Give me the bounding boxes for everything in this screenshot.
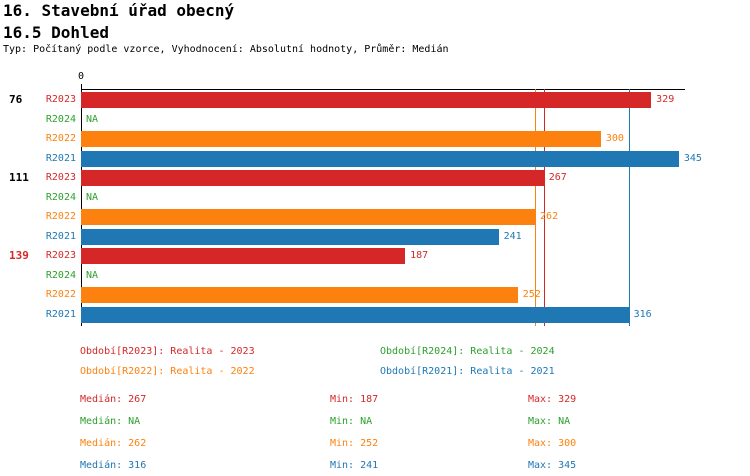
- series-label-r2022: R2022: [45, 289, 76, 300]
- stat-min-r2024: Min: NA: [330, 416, 373, 427]
- series-label-r2024: R2024: [45, 269, 76, 281]
- value-label-r2024-139: NA: [86, 269, 99, 281]
- x-axis-zero-tick-label: 0: [77, 71, 85, 82]
- value-label-r2023-76: 329: [656, 94, 675, 105]
- series-label-r2023: R2023: [45, 172, 76, 183]
- value-label-r2021-139: 316: [633, 308, 652, 320]
- bar-r2023-111: [81, 170, 544, 186]
- bar-r2022-76: [81, 131, 601, 147]
- stat-max-r2024: Max: NA: [528, 416, 571, 427]
- group-label-139: 139: [9, 249, 29, 262]
- median-line-red: [543, 89, 545, 326]
- value-label-r2024-111: NA: [86, 191, 99, 203]
- bar-r2021-139: [81, 306, 629, 323]
- stat-max-r2023: Max: 329: [528, 394, 577, 405]
- stat-median-r2024: Medián: NA: [80, 416, 141, 427]
- series-label-r2022: R2022: [45, 133, 76, 144]
- median-line-orange: [535, 89, 537, 326]
- value-label-r2022-139: 252: [522, 289, 541, 300]
- legend-item-r2024: Období[R2024]: Realita - 2024: [380, 346, 555, 357]
- stat-median-r2022: Medián: 262: [80, 438, 147, 449]
- stat-median-r2023: Medián: 267: [80, 394, 147, 405]
- series-label-r2021: R2021: [45, 152, 76, 164]
- bar-r2023-139: [81, 248, 406, 264]
- value-label-r2023-139: 187: [410, 250, 429, 261]
- chart-meta-line: Typ: Počítaný podle vzorce, Vyhodnocení:…: [3, 44, 449, 55]
- bar-r2021-76: [81, 150, 679, 167]
- legend-item-r2022: Období[R2022]: Realita - 2022: [80, 366, 255, 377]
- legend-item-r2021: Období[R2021]: Realita - 2021: [380, 366, 555, 377]
- bar-r2021-111: [81, 228, 499, 245]
- value-label-r2021-76: 345: [683, 152, 702, 164]
- value-label-r2021-111: 241: [503, 230, 522, 242]
- bar-r2023-76: [81, 92, 652, 108]
- stat-min-r2021: Min: 241: [330, 460, 379, 471]
- stat-min-r2022: Min: 252: [330, 438, 379, 449]
- group-label-76: 76: [9, 93, 23, 106]
- series-label-r2022: R2022: [45, 211, 76, 222]
- stat-median-r2021: Medián: 316: [80, 460, 147, 471]
- bar-r2022-111: [81, 209, 536, 225]
- value-label-r2022-111: 262: [540, 211, 559, 222]
- series-label-r2024: R2024: [45, 191, 76, 203]
- page-title: 16. Stavební úřad obecný: [3, 1, 235, 20]
- value-label-r2024-76: NA: [86, 113, 99, 125]
- series-label-r2023: R2023: [45, 250, 76, 261]
- stat-max-r2021: Max: 345: [528, 460, 577, 471]
- value-label-r2022-76: 300: [605, 133, 624, 144]
- series-label-r2024: R2024: [45, 113, 76, 125]
- bar-r2022-139: [81, 287, 518, 303]
- group-label-111: 111: [9, 171, 29, 184]
- median-line-blue: [628, 89, 630, 326]
- stat-max-r2022: Max: 300: [528, 438, 577, 449]
- legend-item-r2023: Období[R2023]: Realita - 2023: [80, 346, 255, 357]
- y-axis-line: [81, 84, 82, 326]
- series-label-r2023: R2023: [45, 94, 76, 105]
- series-label-r2021: R2021: [45, 308, 76, 320]
- series-label-r2021: R2021: [45, 230, 76, 242]
- x-axis-line: [81, 89, 685, 90]
- page-subtitle: 16.5 Dohled: [3, 23, 109, 42]
- stat-min-r2023: Min: 187: [330, 394, 379, 405]
- value-label-r2023-111: 267: [548, 172, 567, 183]
